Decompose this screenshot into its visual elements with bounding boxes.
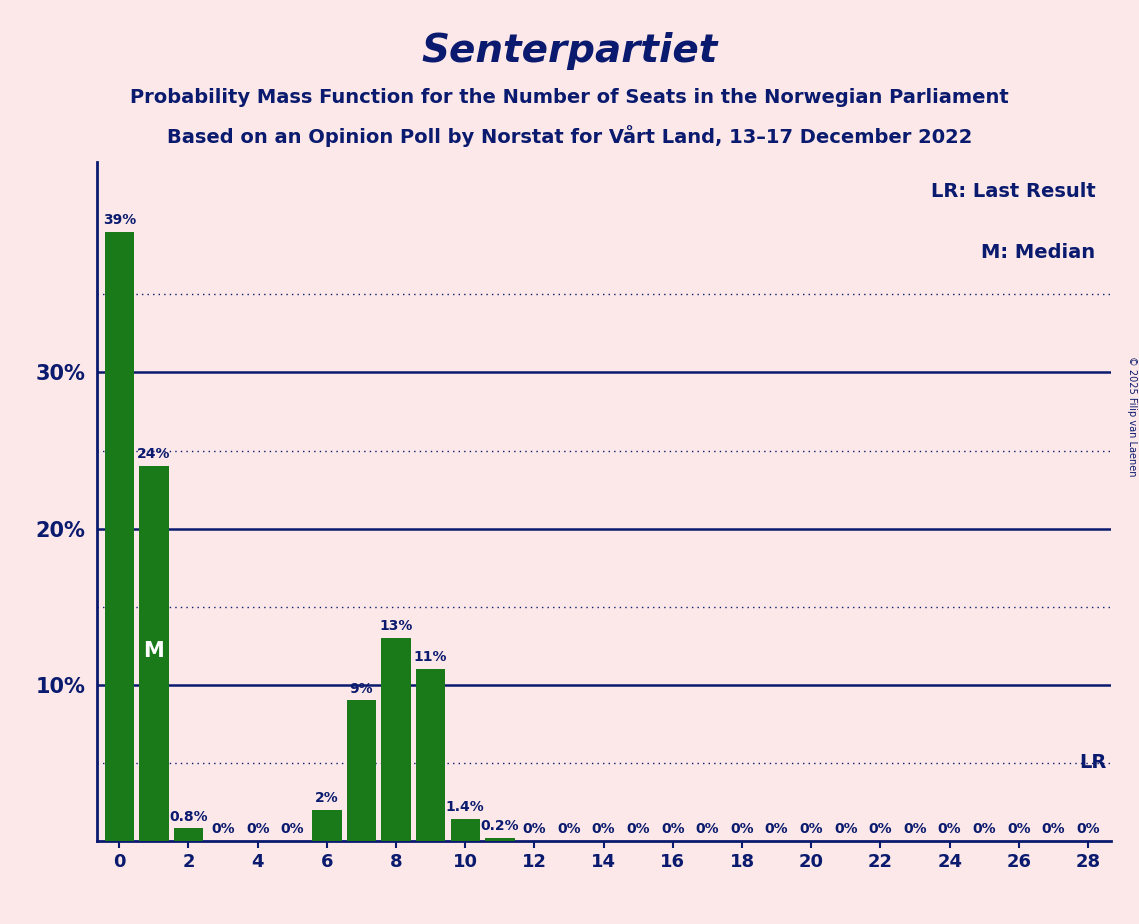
Bar xyxy=(346,700,376,841)
Text: 0%: 0% xyxy=(765,822,788,836)
Bar xyxy=(485,838,515,841)
Text: 13%: 13% xyxy=(379,619,412,633)
Text: 0%: 0% xyxy=(211,822,235,836)
Bar xyxy=(382,638,411,841)
Bar xyxy=(174,828,203,841)
Text: 0%: 0% xyxy=(557,822,581,836)
Text: 0%: 0% xyxy=(973,822,997,836)
Bar xyxy=(139,466,169,841)
Text: 0%: 0% xyxy=(280,822,304,836)
Text: LR: Last Result: LR: Last Result xyxy=(931,182,1096,201)
Text: 0%: 0% xyxy=(523,822,547,836)
Text: 0%: 0% xyxy=(730,822,754,836)
Text: 2%: 2% xyxy=(316,791,338,805)
Text: 11%: 11% xyxy=(413,650,448,664)
Text: 0%: 0% xyxy=(834,822,858,836)
Text: Senterpartiet: Senterpartiet xyxy=(421,32,718,70)
Text: 1.4%: 1.4% xyxy=(445,800,485,814)
Text: 0%: 0% xyxy=(246,822,270,836)
Text: 0%: 0% xyxy=(903,822,927,836)
Bar xyxy=(416,669,445,841)
Bar xyxy=(105,232,134,841)
Text: 0%: 0% xyxy=(1042,822,1065,836)
Text: 0%: 0% xyxy=(869,822,892,836)
Text: M: Median: M: Median xyxy=(981,243,1096,262)
Text: 0%: 0% xyxy=(626,822,650,836)
Text: © 2025 Filip van Laenen: © 2025 Filip van Laenen xyxy=(1126,356,1137,476)
Text: 9%: 9% xyxy=(350,682,374,696)
Text: 0.8%: 0.8% xyxy=(170,809,207,823)
Text: M: M xyxy=(144,641,164,662)
Text: Based on an Opinion Poll by Norstat for Vårt Land, 13–17 December 2022: Based on an Opinion Poll by Norstat for … xyxy=(166,125,973,147)
Bar xyxy=(312,809,342,841)
Text: 0%: 0% xyxy=(592,822,615,836)
Text: 0.2%: 0.2% xyxy=(481,819,519,833)
Text: Probability Mass Function for the Number of Seats in the Norwegian Parliament: Probability Mass Function for the Number… xyxy=(130,88,1009,107)
Text: 0%: 0% xyxy=(661,822,685,836)
Bar xyxy=(451,819,480,841)
Text: 0%: 0% xyxy=(937,822,961,836)
Text: 0%: 0% xyxy=(696,822,719,836)
Text: LR: LR xyxy=(1080,753,1107,772)
Text: 39%: 39% xyxy=(103,213,136,227)
Text: 0%: 0% xyxy=(1007,822,1031,836)
Text: 0%: 0% xyxy=(1076,822,1100,836)
Text: 0%: 0% xyxy=(800,822,823,836)
Text: 24%: 24% xyxy=(137,447,171,461)
